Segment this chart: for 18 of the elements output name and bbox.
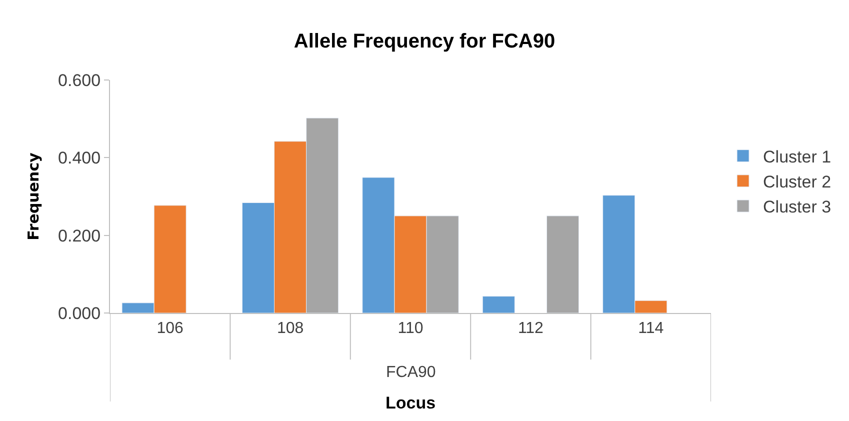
y-tick-label: 0.400: [58, 148, 101, 168]
bar: [482, 296, 515, 313]
x-axis-title: Locus: [385, 394, 436, 413]
x-tick-label: 114: [638, 320, 664, 338]
bar: [546, 216, 580, 313]
x-tick-label: 112: [518, 320, 544, 338]
legend-label: Cluster 1: [763, 147, 832, 166]
y-tick-label: 0.000: [58, 304, 101, 323]
legend-label: Cluster 2: [763, 172, 832, 192]
legend-label: Cluster 3: [763, 198, 832, 217]
text: FCA90: [386, 364, 436, 381]
y-tick-label: 0.600: [58, 70, 101, 90]
chart-title: Allele Frequency for FCA90: [294, 30, 556, 53]
y-axis-title: Frequency: [24, 152, 42, 240]
y-tick-label: 0.200: [58, 226, 101, 246]
x-tick-label: 106: [156, 320, 184, 338]
x-tick-label: 108: [276, 320, 304, 338]
x-tick-label: 110: [398, 320, 424, 338]
